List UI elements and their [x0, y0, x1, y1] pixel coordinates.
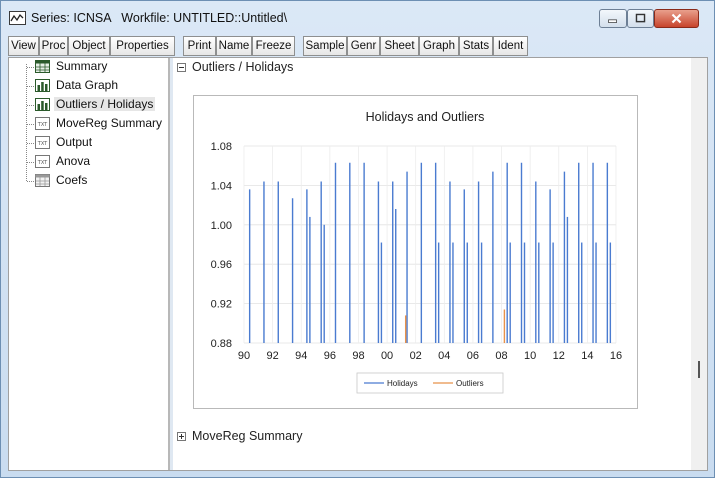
properties-button[interactable]: Properties [110, 36, 175, 56]
chart-legend: Holidays Outliers [356, 372, 504, 394]
tree-item-coefs[interactable]: Coefs [27, 172, 167, 190]
tree-item-label: MoveReg Summary [56, 116, 163, 130]
x-tick-label: 96 [324, 350, 336, 362]
ident-button[interactable]: Ident [493, 36, 528, 56]
graph-icon [35, 79, 50, 92]
y-tick-label: 0.96 [211, 259, 232, 271]
vertical-scrollbar[interactable] [691, 58, 707, 470]
tree-item-summary[interactable]: Summary [27, 58, 167, 76]
maximize-icon [635, 13, 646, 23]
sheet-button[interactable]: Sheet [380, 36, 419, 56]
graph-button[interactable]: Graph [419, 36, 459, 56]
view-button[interactable]: View [8, 36, 39, 56]
tree-item-label: Coefs [56, 173, 88, 187]
tree-item-outliers-holidays[interactable]: Outliers / Holidays [27, 96, 167, 114]
print-button[interactable]: Print [183, 36, 216, 56]
pane-splitter[interactable] [169, 58, 173, 470]
legend-holidays-label: Holidays [387, 379, 418, 388]
tree-item-label: Anova [56, 154, 91, 168]
text-icon: TXT [35, 117, 50, 130]
chart-title: Holidays and Outliers [366, 110, 485, 124]
y-tick-label: 1.08 [211, 141, 232, 153]
window-title: Series: ICNSA Workfile: UNTITLED::Untitl… [31, 11, 288, 25]
proc-button[interactable]: Proc [39, 36, 68, 56]
y-tick-label: 0.92 [211, 299, 232, 311]
tree-item-data-graph[interactable]: Data Graph [27, 77, 167, 95]
scrollbar-thumb[interactable] [698, 361, 700, 378]
section-title: Outliers / Holidays [192, 60, 294, 74]
tree-item-label: Output [56, 135, 93, 149]
x-tick-label: 04 [438, 350, 450, 362]
freeze-button[interactable]: Freeze [252, 36, 295, 56]
graph-icon [35, 98, 50, 111]
section-title: MoveReg Summary [192, 429, 303, 443]
content-area: Summary Data Graph Outliers / Holidays T… [8, 57, 708, 471]
table-icon [35, 174, 50, 187]
x-tick-label: 10 [524, 350, 536, 362]
tree-item-output[interactable]: TXT Output [27, 134, 167, 152]
stats-button[interactable]: Stats [459, 36, 493, 56]
genr-button[interactable]: Genr [347, 36, 380, 56]
expand-icon[interactable] [177, 432, 186, 441]
tree-connector [26, 64, 27, 181]
x-tick-label: 12 [553, 350, 565, 362]
tree-item-label: Data Graph [56, 78, 119, 92]
series-window-icon [9, 11, 26, 25]
x-tick-label: 94 [295, 350, 307, 362]
minimize-icon [608, 19, 617, 23]
svg-text:TXT: TXT [37, 141, 48, 147]
table-icon [35, 60, 50, 73]
tree-item-label: Outliers / Holidays [54, 97, 156, 111]
tree-item-label: Summary [56, 59, 108, 73]
y-tick-label: 1.04 [211, 180, 232, 192]
collapse-icon[interactable] [177, 63, 186, 72]
sample-button[interactable]: Sample [303, 36, 347, 56]
object-button[interactable]: Object [68, 36, 110, 56]
minimize-button[interactable] [599, 9, 627, 28]
x-tick-label: 98 [352, 350, 364, 362]
svg-text:TXT: TXT [37, 122, 48, 128]
close-icon [671, 13, 682, 24]
name-button[interactable]: Name [216, 36, 252, 56]
tree-item-movereg-summary[interactable]: TXT MoveReg Summary [27, 115, 167, 133]
x-tick-label: 90 [238, 350, 250, 362]
text-icon: TXT [35, 155, 50, 168]
close-button[interactable] [654, 9, 699, 28]
holidays-outliers-chart: Holidays and Outliers 0.88 0.92 0.96 1.00 1.… [193, 95, 638, 409]
text-icon: TXT [35, 136, 50, 149]
outline-tree: Summary Data Graph Outliers / Holidays T… [9, 58, 169, 470]
title-bar[interactable]: Series: ICNSA Workfile: UNTITLED::Untitl… [1, 1, 714, 35]
y-tick-label: 1.00 [211, 220, 232, 232]
x-tick-label: 08 [495, 350, 507, 362]
legend-outliers-label: Outliers [456, 379, 484, 388]
x-tick-label: 06 [467, 350, 479, 362]
chart-svg: Holidays and Outliers 0.88 0.92 0.96 1.00 1.… [211, 110, 622, 394]
x-tick-label: 16 [610, 350, 622, 362]
x-tick-label: 14 [581, 350, 593, 362]
y-tick-label: 0.88 [211, 338, 232, 350]
svg-text:TXT: TXT [37, 160, 48, 166]
maximize-button[interactable] [627, 9, 654, 28]
x-tick-label: 02 [410, 350, 422, 362]
x-tick-label: 00 [381, 350, 393, 362]
x-tick-label: 92 [266, 350, 278, 362]
output-pane: Outliers / Holidays Holidays and Outlier… [173, 58, 691, 470]
tree-item-anova[interactable]: TXT Anova [27, 153, 167, 171]
